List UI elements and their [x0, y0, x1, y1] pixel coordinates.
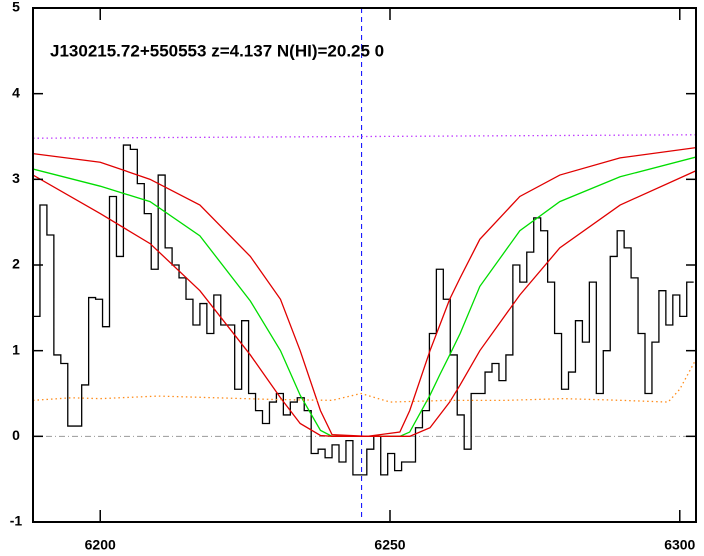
series-line — [33, 170, 696, 437]
plot-area — [33, 8, 696, 522]
series-line — [33, 134, 696, 139]
x-tick-label: 6250 — [374, 537, 405, 553]
y-tick-label: 0 — [12, 427, 20, 443]
y-tick-label: 5 — [12, 0, 20, 15]
chart-title: J130215.72+550553 z=4.137 N(HI)=20.25 0 — [50, 41, 384, 60]
frame — [32, 7, 697, 523]
x-tick-label: 6300 — [664, 537, 695, 553]
y-tick-label: 1 — [12, 341, 20, 357]
series-line — [33, 144, 694, 476]
x-tick-label: 6200 — [85, 537, 116, 553]
y-tick-label: 3 — [12, 170, 20, 186]
series-line — [33, 146, 696, 437]
y-tick-label: -1 — [10, 513, 23, 529]
y-tick-label: 4 — [12, 84, 20, 100]
y-tick-label: 2 — [12, 256, 20, 272]
